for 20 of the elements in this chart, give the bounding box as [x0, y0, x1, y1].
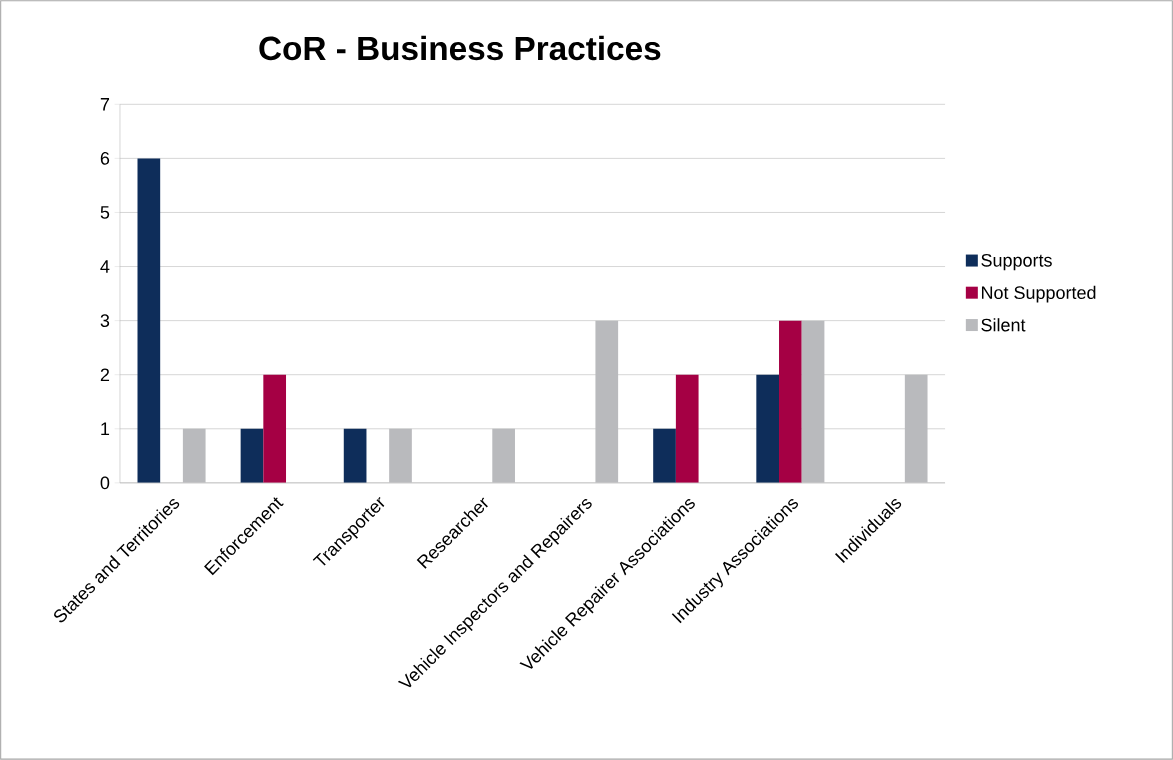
y-tick-label: 7 — [100, 98, 110, 111]
y-tick-label: 1 — [101, 422, 110, 436]
bar — [263, 374, 287, 483]
legend-label: Silent — [981, 318, 1026, 332]
y-tick-label: 2 — [100, 368, 110, 382]
bar — [756, 374, 780, 483]
bar — [343, 428, 367, 483]
y-tick-label: 6 — [100, 152, 110, 165]
bar — [653, 428, 676, 483]
y-tick-label: 0 — [100, 476, 110, 490]
bar — [675, 374, 699, 483]
bar — [779, 320, 802, 483]
y-tick-label: 3 — [100, 314, 110, 328]
legend-label: Supports — [981, 254, 1052, 271]
legend-label: Not Supported — [981, 285, 1096, 303]
y-tick-label: 5 — [100, 206, 110, 219]
y-tick-label: 4 — [100, 260, 110, 273]
chart-title: CoR - Business Practices — [259, 35, 661, 61]
bar — [137, 158, 161, 483]
bar — [240, 428, 264, 483]
